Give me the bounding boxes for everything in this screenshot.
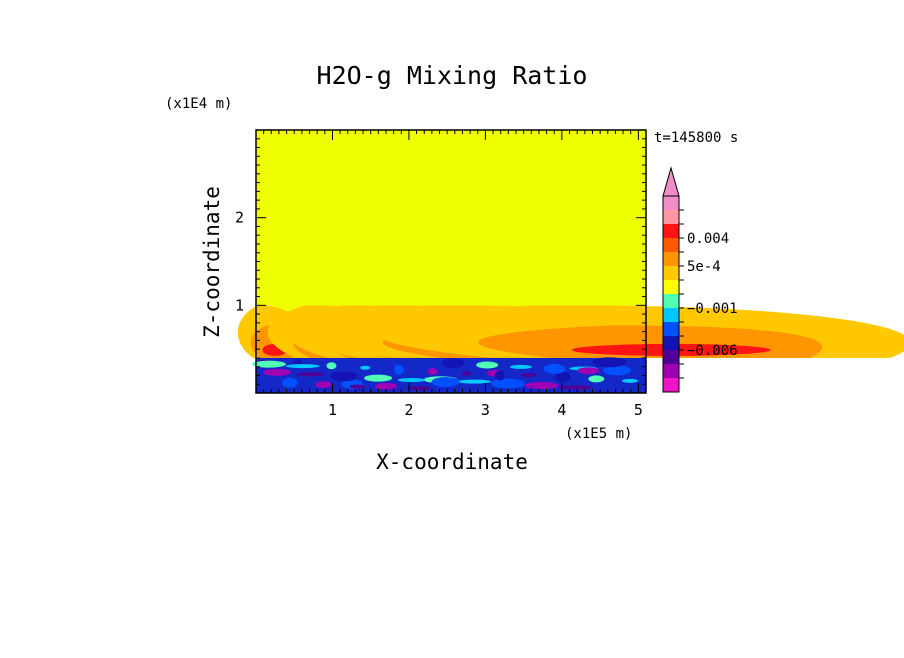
surface-patch (558, 385, 593, 390)
colorbar-label: −0.006 (687, 343, 738, 359)
chart-title: H2O-g Mixing Ratio (317, 61, 588, 90)
surface-patch (408, 386, 431, 391)
surface-patch (251, 360, 286, 368)
colorbar-label: −0.001 (687, 301, 738, 317)
surface-patch (285, 364, 320, 369)
surface-patches (251, 357, 639, 391)
surface-patch (375, 382, 398, 390)
surface-patch (588, 375, 605, 383)
surface-patch (393, 364, 404, 375)
time-label: t=145800 s (654, 130, 738, 146)
x-tick-label: 2 (404, 401, 413, 419)
colorbar-label: 5e-4 (687, 259, 721, 275)
colorbar-level (663, 280, 679, 294)
surface-patch (592, 357, 627, 368)
x-axis-ticks: 1 2 3 4 5 (263, 130, 647, 419)
surface-patch (364, 374, 393, 382)
colorbar-level (663, 350, 679, 364)
x-tick-label: 5 (634, 401, 643, 419)
surface-patch (491, 378, 526, 389)
surface-patch (431, 376, 460, 387)
colorbar-level (663, 308, 679, 322)
colorbar-level (663, 378, 679, 392)
surface-patch (603, 365, 632, 376)
colorbar-level (663, 210, 679, 224)
surface-patch (427, 368, 438, 376)
surface-patch (457, 379, 492, 384)
x-tick-label: 1 (328, 401, 337, 419)
surface-patch (349, 384, 366, 389)
z-scale-label: (x1E4 m) (165, 96, 232, 112)
colorbar-level (663, 196, 679, 210)
surface-patch (520, 373, 537, 378)
surface-patch (495, 370, 506, 381)
surface-patch (461, 371, 472, 376)
surface-patch (330, 371, 359, 382)
colorbar-level (663, 322, 679, 336)
surface-patch (296, 372, 325, 377)
colorbar-level (663, 336, 679, 350)
plume-layer (237, 305, 904, 358)
x-tick-label: 4 (557, 401, 566, 419)
colorbar-level (663, 266, 679, 280)
surface-patch (476, 361, 499, 369)
plot-field (237, 130, 904, 393)
surface-patch (554, 371, 571, 382)
colorbar: 0.004 5e-4 −0.001 −0.006 (662, 166, 738, 393)
colorbar-level (663, 238, 679, 252)
colorbar-top-arrow (662, 166, 680, 197)
surface-patch (543, 363, 566, 374)
y-tick-label: 1 (235, 296, 244, 314)
surface-patch (397, 378, 426, 383)
x-scale-label: (x1E5 m) (565, 426, 632, 442)
x-axis-title: X-coordinate (376, 450, 528, 474)
surface-patch (315, 381, 332, 389)
surface-patch (509, 364, 532, 369)
colorbar-level (663, 224, 679, 238)
surface-patch (360, 365, 371, 370)
colorbar-level (663, 364, 679, 378)
colorbar-level (663, 252, 679, 266)
surface-patch (326, 362, 337, 370)
surface-patch (281, 377, 298, 388)
surface-patch (622, 378, 639, 383)
y-tick-label: 2 (235, 209, 244, 227)
x-tick-label: 3 (481, 401, 490, 419)
surface-patch (524, 381, 559, 389)
surface-patch (442, 358, 465, 369)
colorbar-level (663, 294, 679, 308)
y-axis-ticks: 12 (235, 138, 646, 385)
colorbar-label: 0.004 (687, 231, 729, 247)
surface-patch (577, 367, 600, 375)
y-axis-title: Z-coordinate (200, 186, 224, 338)
surface-patch (262, 368, 291, 376)
